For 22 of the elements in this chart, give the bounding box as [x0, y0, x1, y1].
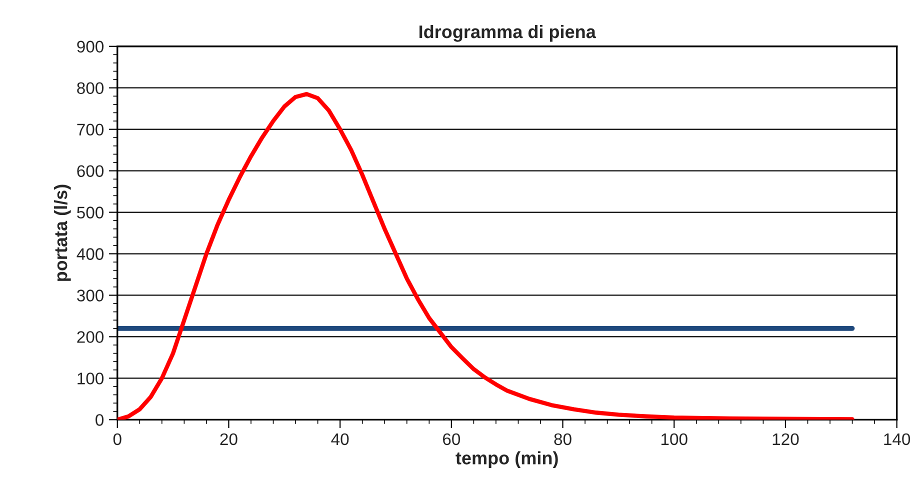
x-tick-label: 20 — [220, 433, 238, 446]
x-tick-label: 80 — [554, 433, 572, 446]
x-tick-label: 60 — [443, 433, 460, 446]
x-tick-label: 40 — [331, 433, 349, 446]
y-tick-label: 300 — [77, 290, 104, 302]
x-tick-label: 120 — [772, 433, 799, 446]
y-tick-label: 600 — [77, 165, 104, 178]
y-tick-label: 900 — [77, 40, 104, 53]
y-tick-label: 400 — [76, 248, 104, 260]
y-tick-label: 100 — [78, 372, 104, 384]
line-series — [117, 92, 854, 420]
x-axis-title: tempo (min) — [456, 451, 558, 468]
y-tick-label: 0 — [96, 414, 104, 426]
y-axis-title: portata (l/s) — [54, 184, 71, 281]
x-tick-label: 140 — [884, 433, 910, 446]
x-tick-label: 100 — [661, 433, 688, 446]
x-tick-label: 0 — [113, 433, 122, 446]
y-tick-label: 200 — [77, 331, 104, 343]
y-tick-label: 700 — [77, 124, 104, 136]
y-tick-label: 800 — [77, 82, 104, 94]
chart-title: Idrogramma di piena — [420, 24, 596, 42]
y-tick-label: 500 — [77, 206, 104, 218]
